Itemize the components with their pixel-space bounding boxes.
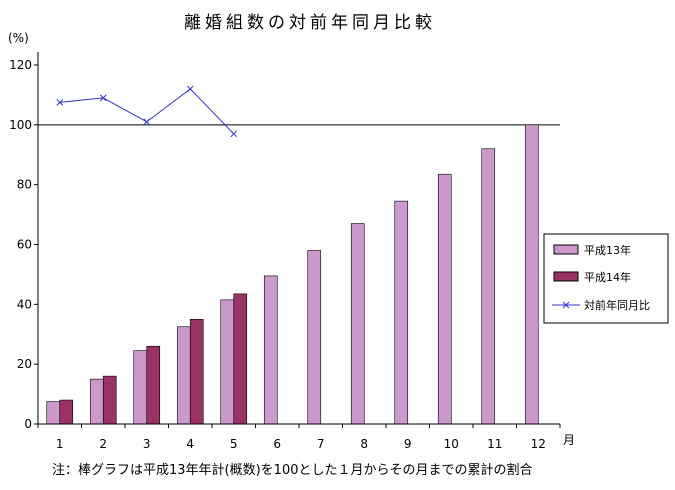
legend-label-ratio: 対前年同月比	[584, 298, 650, 312]
y-tick-label: 120	[9, 58, 32, 72]
x-tick-label: 6	[273, 437, 281, 451]
y-unit-label: (%)	[8, 31, 29, 45]
bar-h13	[133, 350, 148, 425]
bar-h13	[350, 223, 365, 425]
x-tick-label: 8	[360, 437, 368, 451]
chart-title: 離婚組数の対前年同月比較	[184, 13, 436, 33]
line-series-ratio	[59, 88, 235, 135]
bar-h14	[59, 399, 74, 425]
legend-x-marker	[562, 301, 570, 309]
y-tick-label: 40	[17, 297, 32, 311]
y-tick-label: 80	[17, 178, 32, 192]
bar-h13	[481, 148, 496, 425]
bar-h13	[89, 378, 104, 425]
bar-h14	[146, 345, 161, 425]
x-tick-label: 7	[317, 437, 325, 451]
line-point-ratio	[143, 118, 151, 126]
line-point-ratio	[99, 94, 107, 102]
y-tick-label: 100	[9, 118, 32, 132]
y-tick-label: 20	[17, 357, 32, 371]
bar-h13	[176, 326, 191, 425]
y-tick-label: 0	[24, 417, 32, 431]
y-tick-label: 60	[17, 238, 32, 252]
x-tick-label: 3	[143, 437, 151, 451]
line-point-ratio	[56, 99, 64, 106]
x-tick-label: 4	[186, 437, 194, 451]
x-tick-label: 5	[230, 437, 238, 451]
bar-h14	[233, 293, 248, 425]
legend-swatch-h13	[553, 244, 579, 255]
x-tick-label: 1	[56, 437, 64, 451]
bar-h13	[307, 250, 322, 425]
bar-h13	[46, 401, 61, 425]
bar-h13	[524, 124, 539, 425]
bar-h13	[437, 173, 452, 425]
x-unit-label: 月	[563, 433, 575, 447]
bar-h13	[220, 299, 235, 425]
x-tick-label: 12	[531, 437, 546, 451]
x-tick-label: 2	[99, 437, 107, 451]
bar-h13	[394, 200, 409, 425]
bar-h14	[102, 375, 117, 425]
line-point-ratio	[186, 85, 194, 93]
legend-swatch-h14	[553, 271, 579, 282]
footnote: 注：棒グラフは平成13年年計(概数)を100とした１月からその月までの累計の割合	[52, 462, 533, 478]
x-tick-label: 9	[404, 437, 412, 451]
x-tick-label: 11	[487, 437, 502, 451]
legend-label-h14: 平成14年	[584, 270, 631, 284]
line-point-ratio	[230, 130, 238, 138]
x-tick-label: 10	[444, 437, 459, 451]
bar-h13	[263, 275, 278, 425]
bar-h14	[189, 318, 204, 425]
legend: 平成13年 平成14年 対前年同月比	[543, 233, 669, 324]
legend-label-h13: 平成13年	[584, 243, 631, 257]
